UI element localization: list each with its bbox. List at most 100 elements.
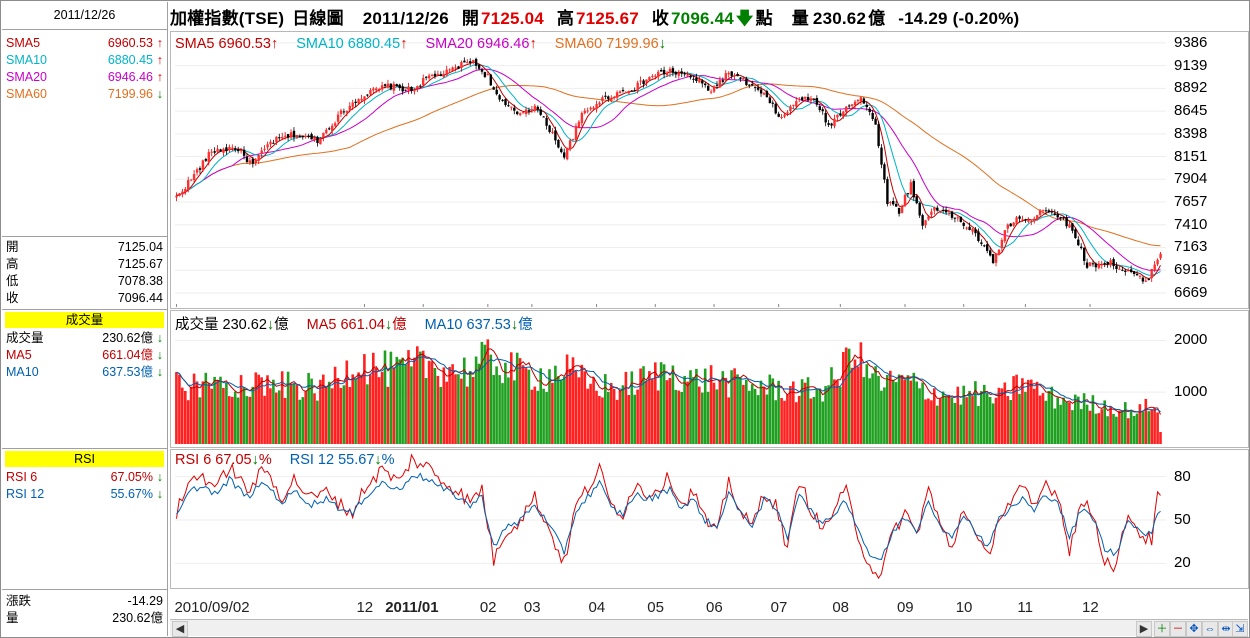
up-arrow-icon: ↑ (156, 36, 163, 50)
price-tick-label: 7904 (1174, 170, 1208, 188)
volume-bar (313, 393, 316, 444)
volume-bar (551, 382, 554, 444)
volume-bar (192, 373, 196, 444)
vol-label: 量 (791, 9, 809, 28)
candle-body (833, 118, 836, 127)
candle-body (486, 74, 490, 76)
price-tick-label: 7163 (1174, 238, 1208, 256)
candle-body (724, 73, 727, 81)
pan-icon[interactable]: ✥ (1186, 621, 1202, 637)
volume-bar (577, 377, 581, 444)
price-tick-label: 9386 (1174, 33, 1208, 51)
volume-row-0-value: 230.62億 (102, 331, 153, 345)
candle-body (709, 91, 713, 93)
candle-body (380, 85, 384, 90)
volume-bar (421, 350, 425, 444)
volume-bar (1056, 397, 1059, 444)
candle-body (912, 180, 915, 198)
summary-row-0-label: 漲跌 (6, 594, 32, 608)
expand-icon[interactable]: ⇔ (1202, 621, 1218, 637)
volume-bar (1021, 378, 1024, 444)
period-label: 日線圖 (292, 9, 344, 28)
candle-body (366, 94, 369, 96)
volume-bar (824, 386, 827, 444)
volume-bar (580, 364, 584, 444)
volume-bar (792, 381, 795, 444)
candle-body (351, 102, 354, 107)
candle-body (771, 102, 774, 104)
price-tick-label: 9139 (1174, 56, 1208, 74)
horizontal-scrollbar[interactable]: ◀ ▶ ＋ － ✥ ⇔ ⇹ ⇲ (170, 619, 1248, 637)
candle-body (483, 72, 487, 77)
volume-bar (216, 379, 219, 444)
candle-body (586, 110, 589, 112)
volume-bar (466, 386, 469, 444)
price-tick-label: 8645 (1174, 102, 1208, 120)
candle-body (386, 83, 390, 88)
date-box: 2011/12/26 (2, 2, 167, 30)
candle-body (375, 88, 378, 91)
header-date: 2011/12/26 (362, 9, 449, 28)
volume-bar (545, 391, 548, 444)
candle-body (383, 84, 387, 86)
sma-box: SMA5 6960.53 ↑ SMA10 6880.45 ↑ SMA20 6946.46 ↑ SM… (2, 30, 167, 237)
candle-body (580, 113, 584, 124)
volume-bar (748, 390, 751, 444)
volume-bar (401, 357, 404, 444)
zoom-in-icon[interactable]: ＋ (1154, 621, 1170, 637)
volume-bar (1118, 410, 1121, 444)
candle-body (1083, 247, 1086, 261)
volume-bar (1141, 411, 1145, 444)
rsi-legend-item-1: RSI 12 55.67↓% (290, 452, 395, 468)
candle-body (1006, 224, 1009, 229)
candle-body (316, 137, 319, 143)
candle-body (1077, 239, 1080, 246)
volume-bar (839, 386, 842, 444)
volume-bar (921, 382, 924, 444)
volume-bar (213, 376, 216, 444)
candle-body (219, 149, 222, 152)
candle-body (401, 86, 404, 92)
candle-body (1103, 263, 1106, 265)
candle-body (803, 96, 807, 99)
volume-bar (583, 371, 587, 444)
rsi12-line (176, 472, 1161, 560)
volume-bar (445, 381, 448, 444)
candle-body (736, 74, 739, 77)
volume-bar (1106, 416, 1109, 444)
volume-bar (380, 371, 384, 444)
candle-body (1056, 214, 1059, 218)
x-tick-label: 2011/01 (385, 599, 439, 616)
volume-bar (680, 392, 683, 444)
candle-body (1144, 280, 1148, 282)
volume-bar (377, 377, 381, 444)
candle-body (301, 136, 304, 138)
candle-body (671, 68, 675, 73)
candle-body (231, 147, 234, 149)
volume-bar (733, 368, 736, 444)
volume-bar (248, 396, 252, 444)
sma-row-sma10-label: SMA10 (6, 53, 47, 67)
candle-body (839, 113, 842, 116)
volume-bar (1082, 393, 1086, 444)
candle-body (313, 137, 316, 141)
volume-bar (815, 388, 819, 444)
volume-bar (630, 371, 634, 444)
volume-bar (727, 397, 730, 444)
volume-bar (598, 396, 601, 444)
candle-body (615, 92, 619, 98)
candle-body (1050, 211, 1054, 213)
volume-row-2-label: MA10 (6, 365, 39, 379)
scroll-right-icon[interactable]: ▶ (1136, 621, 1152, 637)
candle-body (1147, 278, 1150, 280)
candle-body (507, 105, 510, 107)
x-tick-label: 04 (588, 599, 606, 616)
fit-icon[interactable]: ⇲ (1232, 621, 1248, 637)
zoom-out-icon[interactable]: － (1170, 621, 1186, 637)
sma20-line (176, 68, 1161, 271)
scroll-left-icon[interactable]: ◀ (172, 621, 188, 637)
candle-body (336, 114, 340, 122)
candle-body (1141, 277, 1145, 282)
candle-body (674, 72, 678, 75)
volume-bar (495, 366, 498, 444)
